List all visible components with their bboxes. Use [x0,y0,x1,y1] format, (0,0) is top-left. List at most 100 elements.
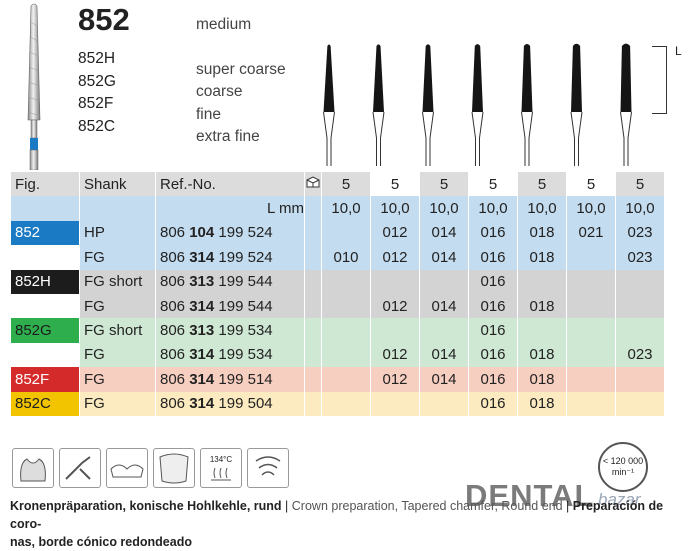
size-cell: 018 [518,367,566,392]
size-cell: 016 [469,342,517,368]
fig-cell: 852H [11,269,79,294]
size-cell: 016 [469,293,517,319]
bur-shank-outline [372,111,385,166]
table-row: 852F FG 806 314 199 514 012 014 016 018 [11,367,664,392]
model-number: 852 [78,2,130,37]
size-cell: 018 [518,391,566,416]
size-cell: 014 [420,367,468,392]
shank-cell: FG short [80,318,155,343]
length-value: 10,0 [518,196,566,221]
ref-part: 806 [160,273,186,291]
grit-label: coarse [196,83,243,100]
ref-cell: 806 314 199 524 [156,245,304,270]
pack-count: 5 [322,172,370,197]
size-cell: 014 [420,293,468,319]
shank-cell: FG [80,293,155,319]
size-cell: 018 [518,342,566,368]
description-es-cont: nas, borde cónico redondeado [10,535,192,549]
length-label: L mm [156,196,304,221]
ref-part: 199 514 [218,370,273,388]
size-cell [371,318,419,343]
disinfection-icon [247,448,289,488]
size-cell: 012 [371,245,419,270]
table-row: 852 HP 806 104 199 524 012 014 016 018 021 023 [11,220,664,246]
bur-silhouette [472,44,483,112]
description-en: Crown preparation, Tapered chamfer, Roun… [291,499,563,513]
size-cell: 016 [469,367,517,392]
size-cell: 016 [469,269,517,294]
size-cell [616,367,664,392]
bur-silhouette [323,44,335,112]
pack-count: 5 [469,172,517,197]
grit-list: medium super coarse coarse fine extra fi… [196,14,286,149]
ref-part: 314 [189,395,215,413]
veneer-icon [153,448,195,488]
ref-part: 104 [189,224,215,242]
size-cell: 018 [518,293,566,319]
size-cell [567,245,615,270]
description-es: Preparación de coro- [10,499,664,531]
size-cell: 014 [420,342,468,368]
table-row: FG 806 314 199 534 012 014 016 018 023 [11,342,664,368]
shank-cell: FG [80,367,155,392]
ref-part: 199 534 [218,346,273,364]
ref-part: 314 [189,297,215,315]
size-cell [567,342,615,368]
ref-part: 199 534 [218,322,273,340]
size-cell: 018 [518,220,566,246]
shank-header: Shank [80,172,155,197]
bur-silhouette [571,43,582,112]
size-cell [420,391,468,416]
max-speed-unit: min⁻¹ [611,467,635,477]
size-cell: 014 [420,245,468,270]
bur-shank-outline [620,111,632,166]
bur-silhouette [373,44,384,113]
ref-cell: 806 104 199 524 [156,220,304,246]
sterilization-label: 134°C [209,455,233,464]
shank-cell: FG [80,391,155,416]
size-cell [371,391,419,416]
length-row: L mm 10,0 10,0 10,0 10,0 10,0 10,0 10,0 [11,196,664,221]
table-row: 852H FG short 806 313 199 544 016 [11,269,664,294]
watermark-logo: DENTAL [465,478,595,513]
grit-label: extra fine [196,128,260,145]
ref-cell: 806 313 199 544 [156,269,304,294]
size-cell: 012 [371,367,419,392]
pack-count: 5 [518,172,566,197]
bur-size-diagrams [323,43,632,166]
max-speed-badge: < 120 000 min⁻¹ [598,442,648,492]
length-value: 10,0 [567,196,615,221]
fig-cell: 852G [11,318,79,343]
grit-main: medium [196,16,252,33]
header-row: Fig. Shank Ref.-No. 5 5 5 5 5 5 5 [11,172,664,197]
length-value: 10,0 [469,196,517,221]
ref-part: 806 [160,322,186,340]
pack-count: 5 [420,172,468,197]
table-row: 852C FG 806 314 199 504 016 018 [11,391,664,416]
size-cell: 016 [469,391,517,416]
size-cell: 023 [616,245,664,270]
size-cell [322,342,370,368]
ref-cell: 806 314 199 504 [156,391,304,416]
package-icon [305,172,321,197]
pack-count: 5 [371,172,419,197]
fig-cell [11,293,79,319]
length-value: 10,0 [322,196,370,221]
size-cell: 014 [420,220,468,246]
size-cell [567,367,615,392]
bur-shank-outline [422,111,434,166]
fig-cell [11,245,79,270]
ref-cell: 806 314 199 514 [156,367,304,392]
bur-photo [27,3,41,170]
ref-part: 806 [160,395,186,413]
bur-silhouette [521,43,533,112]
grit-label: fine [196,105,221,123]
size-cell: 012 [371,342,419,368]
size-cell [567,391,615,416]
handpiece-icon [59,448,101,488]
fig-header: Fig. [11,172,79,197]
table-row: FG 806 314 199 544 012 014 016 018 [11,293,664,319]
size-cell: 016 [469,245,517,270]
table-row: FG 806 314 199 524 010 012 014 016 018 023 [11,245,664,270]
ref-part: 806 [160,297,186,315]
